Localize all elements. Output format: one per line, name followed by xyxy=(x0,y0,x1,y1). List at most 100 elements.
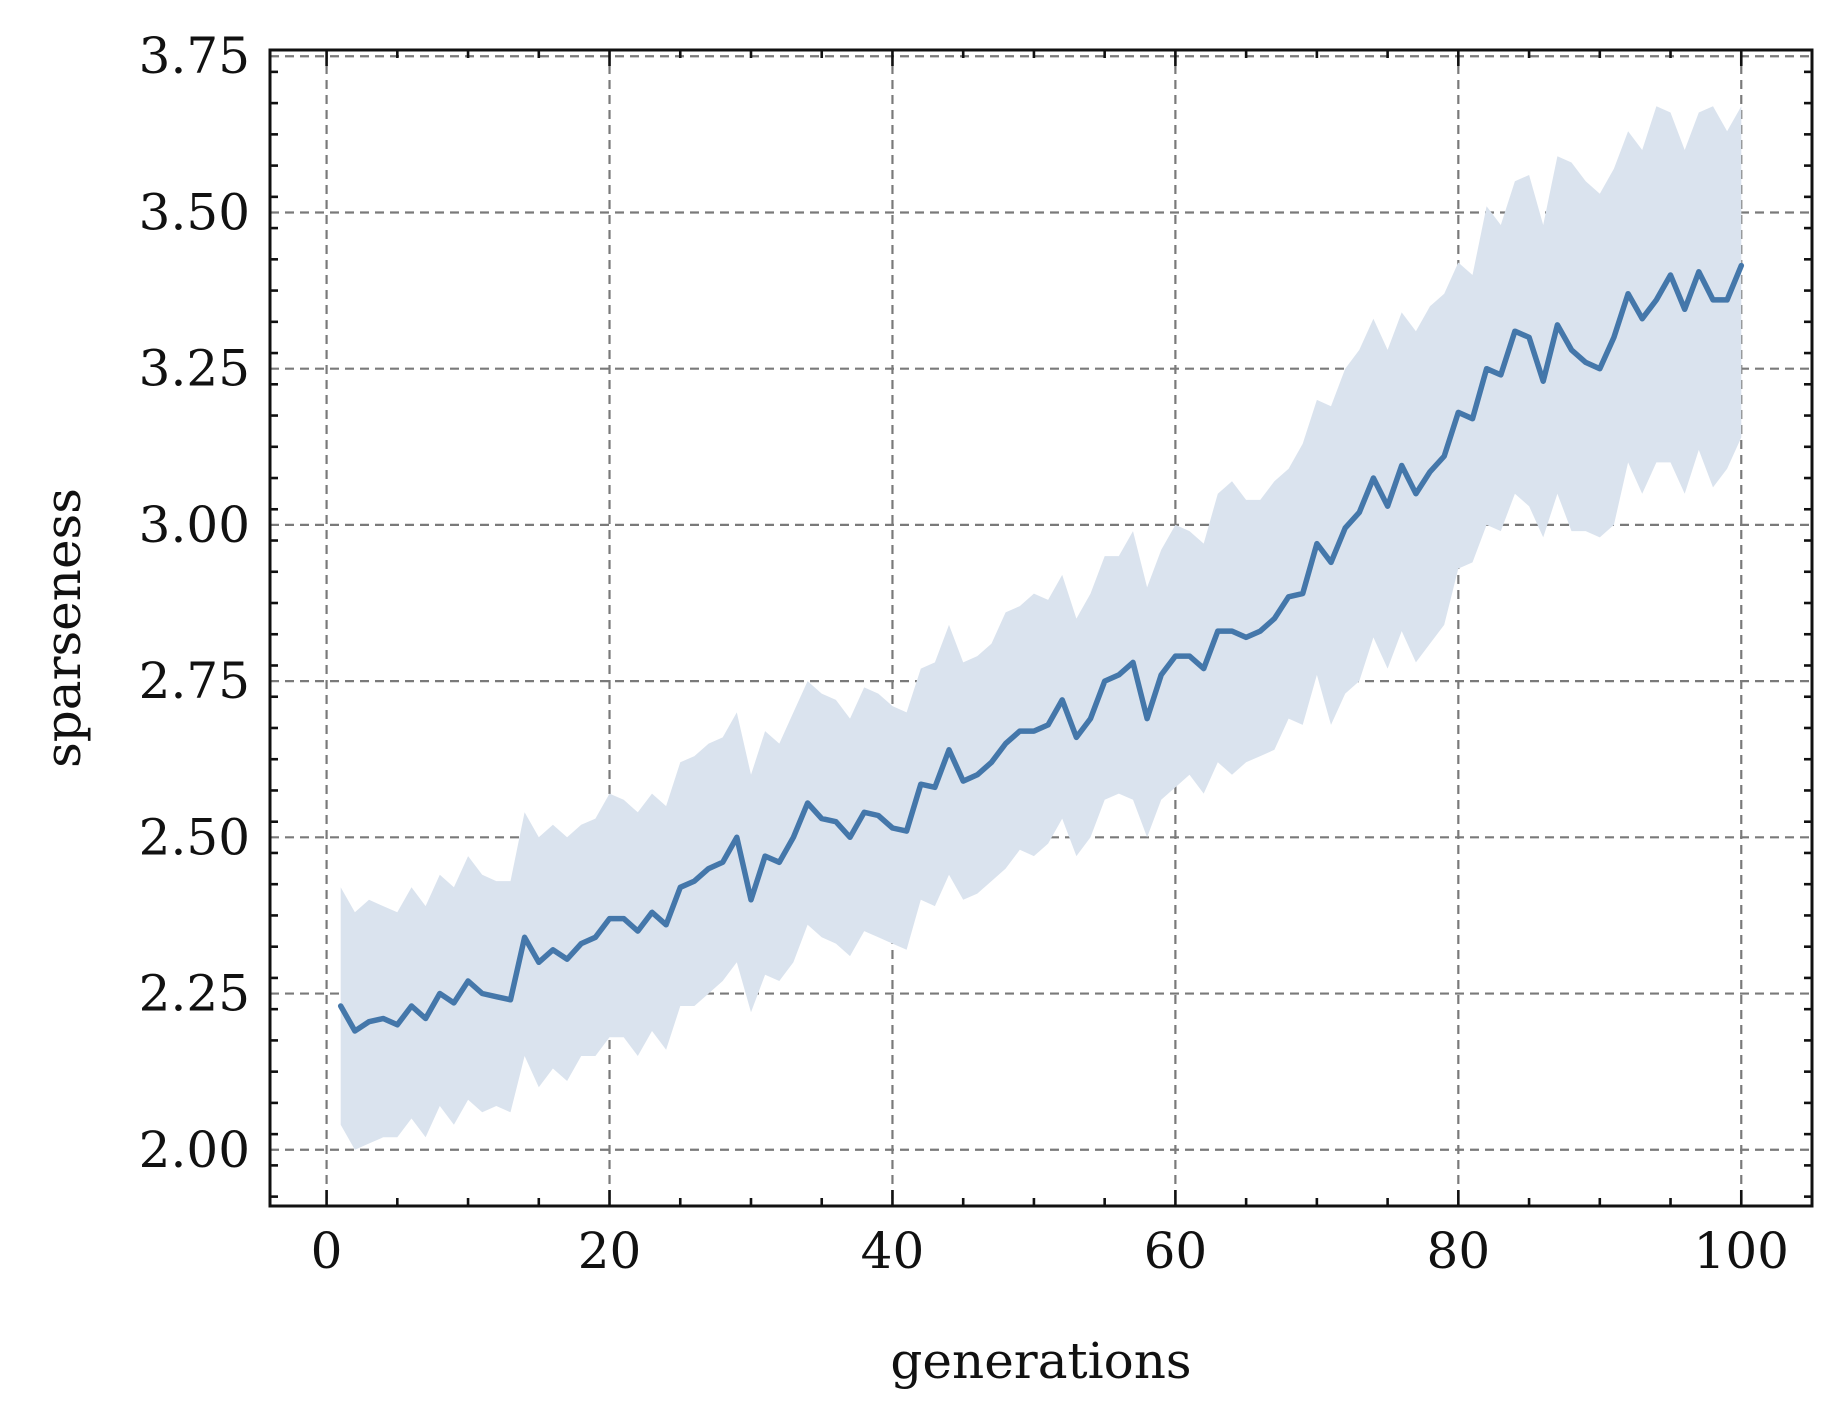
data-point xyxy=(1512,328,1518,334)
data-point xyxy=(776,859,782,865)
data-point xyxy=(621,916,627,922)
data-point xyxy=(479,991,485,997)
data-point xyxy=(1031,728,1037,734)
data-point xyxy=(1158,672,1164,678)
data-point xyxy=(1300,591,1306,597)
data-point xyxy=(1003,741,1009,747)
data-point xyxy=(1696,269,1702,275)
data-point xyxy=(1639,316,1645,322)
series-line-layer xyxy=(337,262,1745,1034)
data-point xyxy=(1455,409,1461,415)
data-point xyxy=(677,884,683,890)
y-tick-label: 3.75 xyxy=(139,27,250,85)
data-point xyxy=(394,1022,400,1028)
y-tick-label: 2.00 xyxy=(139,1121,250,1179)
data-point xyxy=(338,1003,344,1009)
data-point xyxy=(1597,366,1603,372)
data-point xyxy=(1653,297,1659,303)
data-point xyxy=(875,813,881,819)
data-point xyxy=(1356,509,1362,515)
data-point xyxy=(1059,697,1065,703)
data-point xyxy=(890,825,896,831)
x-tick-label: 40 xyxy=(861,1222,925,1280)
data-point xyxy=(437,991,443,997)
data-point xyxy=(409,1003,415,1009)
data-point xyxy=(578,941,584,947)
data-point xyxy=(1668,272,1674,278)
confidence-band-layer xyxy=(340,106,1742,1150)
data-point xyxy=(720,859,726,865)
data-point xyxy=(904,828,910,834)
data-point xyxy=(1441,453,1447,459)
data-point xyxy=(1328,559,1334,565)
data-point xyxy=(1738,263,1744,269)
data-point xyxy=(1271,616,1277,622)
data-point xyxy=(352,1028,358,1034)
data-point xyxy=(706,866,712,872)
data-point xyxy=(1102,678,1108,684)
data-point xyxy=(1427,469,1433,475)
data-point xyxy=(1413,491,1419,497)
data-point xyxy=(861,809,867,815)
data-point xyxy=(691,878,697,884)
data-point xyxy=(1399,463,1405,469)
data-point xyxy=(734,834,740,840)
x-axis-label: generations xyxy=(890,1332,1191,1390)
data-point xyxy=(1710,297,1716,303)
data-point xyxy=(1243,634,1249,640)
data-point xyxy=(564,956,570,962)
data-point xyxy=(649,909,655,915)
confidence-band xyxy=(340,106,1742,1150)
data-point xyxy=(974,772,980,778)
data-point xyxy=(1257,628,1263,634)
data-point xyxy=(550,947,556,953)
y-tick-labels: 2.00 2.25 2.50 2.75 3.00 3.25 3.50 3.75 xyxy=(139,27,250,1179)
y-tick-label: 3.00 xyxy=(139,496,250,554)
data-point xyxy=(1569,347,1575,353)
data-point xyxy=(1682,306,1688,312)
data-point xyxy=(819,816,825,822)
data-point xyxy=(989,759,995,765)
x-tick-label: 80 xyxy=(1427,1222,1491,1280)
data-point xyxy=(663,922,669,928)
data-point xyxy=(1370,475,1376,481)
x-tick-labels: 0 20 40 60 80 100 xyxy=(311,1222,1789,1280)
data-point xyxy=(635,928,641,934)
data-point xyxy=(1144,716,1150,722)
data-point xyxy=(960,778,966,784)
data-point xyxy=(465,978,471,984)
data-point xyxy=(805,800,811,806)
data-point xyxy=(1215,628,1221,634)
data-point xyxy=(493,994,499,1000)
x-tick-label: 0 xyxy=(311,1222,343,1280)
data-point xyxy=(1470,416,1476,422)
x-tick-label: 100 xyxy=(1694,1222,1789,1280)
data-point xyxy=(1540,378,1546,384)
plot-frame xyxy=(268,48,1814,1208)
y-tick-label: 2.75 xyxy=(139,652,250,710)
data-point xyxy=(1088,716,1094,722)
y-tick-label: 2.25 xyxy=(139,965,250,1023)
data-point xyxy=(1017,728,1023,734)
data-point xyxy=(536,959,542,965)
x-tick-label: 20 xyxy=(578,1222,642,1280)
data-point xyxy=(1286,594,1292,600)
data-point xyxy=(607,916,613,922)
data-point xyxy=(451,1000,457,1006)
data-point xyxy=(1073,734,1079,740)
data-point xyxy=(508,997,514,1003)
data-point xyxy=(1498,372,1504,378)
data-point xyxy=(1583,359,1589,365)
data-point xyxy=(1201,666,1207,672)
data-point xyxy=(1116,672,1122,678)
data-point xyxy=(1130,659,1136,665)
data-point xyxy=(1625,291,1631,297)
data-point xyxy=(522,934,528,940)
data-point xyxy=(1229,628,1235,634)
data-point xyxy=(1724,297,1730,303)
data-point xyxy=(833,819,839,825)
data-point xyxy=(1526,334,1532,340)
data-point xyxy=(1314,541,1320,547)
